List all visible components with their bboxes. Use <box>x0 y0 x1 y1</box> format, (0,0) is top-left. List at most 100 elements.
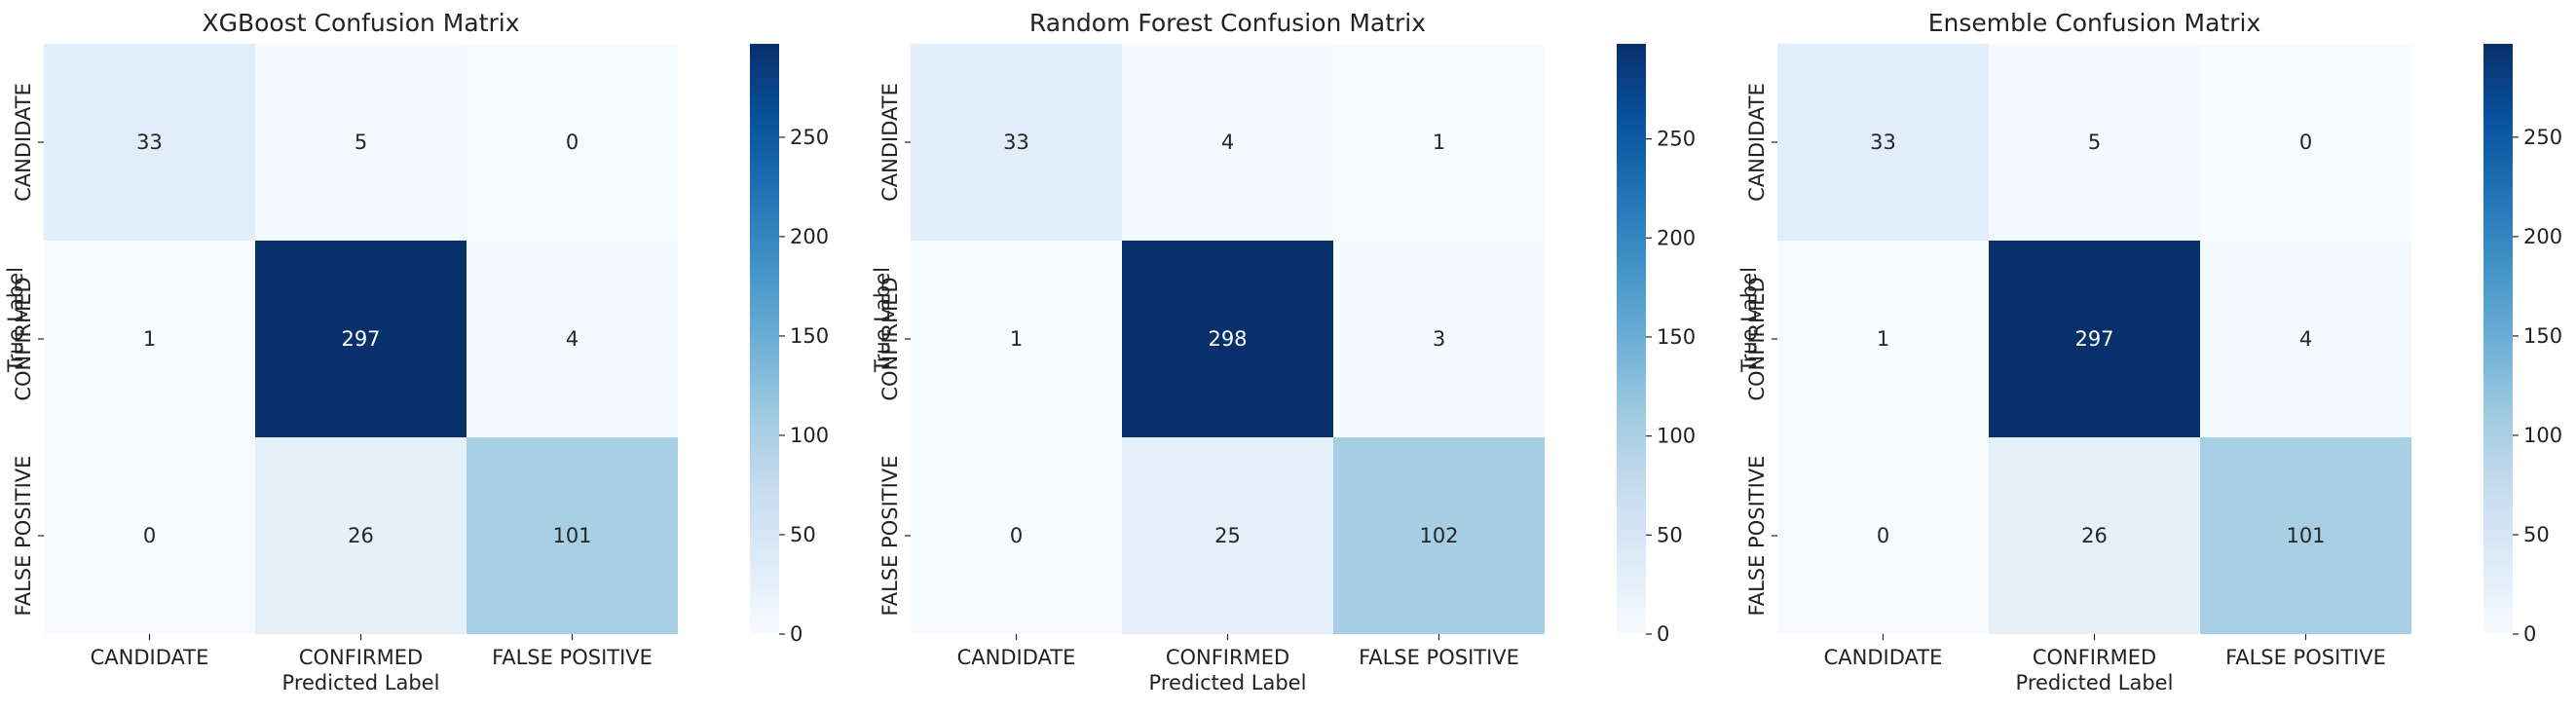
cell-value-label: 26 <box>2081 524 2108 547</box>
cell-value-label: 5 <box>2088 131 2101 154</box>
cell-value-label: 1 <box>1877 327 1889 351</box>
y-tick-label: CANDIDATE <box>12 83 35 202</box>
y-axis-label: True Label <box>1737 267 1761 373</box>
cell-value-label: 4 <box>2299 327 2312 351</box>
colorbar-tick-label: 200 <box>790 225 829 248</box>
colorbar-tick-label: 50 <box>790 523 816 546</box>
heatmap-cell <box>2200 44 2411 241</box>
chart-title: XGBoost Confusion Matrix <box>202 9 519 37</box>
colorbar-tick-label: 0 <box>2523 622 2536 646</box>
heatmap-cell <box>911 437 1122 634</box>
cell-value-label: 0 <box>1877 524 1889 547</box>
heatmap-cell <box>1777 44 1989 241</box>
y-tick-label: FALSE POSITIVE <box>878 456 902 617</box>
cell-value-label: 297 <box>341 327 380 351</box>
colorbar-tick-label: 250 <box>790 126 829 149</box>
heatmap-cell <box>1777 437 1989 634</box>
x-tick-label: CANDIDATE <box>1824 646 1943 669</box>
y-tick-label: CONFIRMED <box>1745 277 1769 400</box>
x-tick-label: CANDIDATE <box>91 646 209 669</box>
colorbar-tick-label: 200 <box>2523 225 2562 248</box>
colorbar <box>2483 44 2513 634</box>
colorbar-tick-label: 50 <box>2523 523 2550 546</box>
heatmap-cell <box>44 44 255 241</box>
x-tick-label: FALSE POSITIVE <box>2225 646 2386 669</box>
cell-value-label: 4 <box>566 327 579 351</box>
colorbar-tick-label: 50 <box>1657 523 1683 546</box>
y-axis-label: True Label <box>871 267 894 373</box>
heatmap-cell <box>1989 437 2200 634</box>
heatmap-cell <box>44 437 255 634</box>
cell-value-label: 0 <box>143 524 156 547</box>
cell-value-label: 26 <box>348 524 374 547</box>
heatmap-cell <box>1989 44 2200 241</box>
cell-value-label: 25 <box>1214 524 1241 547</box>
heatmap-cell <box>1333 437 1545 634</box>
colorbar-tick-label: 250 <box>1657 128 1696 151</box>
y-tick-label: CANDIDATE <box>878 83 902 202</box>
colorbar-tick-label: 250 <box>2523 126 2562 149</box>
cell-value-label: 298 <box>1208 327 1247 351</box>
heatmap-cell <box>44 241 255 437</box>
heatmap-cell <box>1122 241 1333 437</box>
colorbar-tick-label: 150 <box>1657 325 1696 349</box>
cell-value-label: 33 <box>136 131 163 154</box>
colorbar-tick-label: 0 <box>790 622 803 646</box>
colorbar <box>750 44 779 634</box>
y-tick-label: FALSE POSITIVE <box>12 456 35 617</box>
heatmap-cell <box>1333 44 1545 241</box>
colorbar-tick-label: 100 <box>1657 425 1696 448</box>
heatmap-cell <box>1122 44 1333 241</box>
y-axis-label: True Label <box>4 267 27 373</box>
cell-value-label: 102 <box>1419 524 1458 547</box>
x-axis-label: Predicted Label <box>2016 671 2174 694</box>
heatmap-cell <box>255 44 467 241</box>
heatmap-cell <box>2200 241 2411 437</box>
y-tick-label: CONFIRMED <box>878 277 902 400</box>
heatmap-cell <box>1333 241 1545 437</box>
heatmap-cell <box>911 241 1122 437</box>
colorbar-tick-label: 150 <box>2523 324 2562 348</box>
cell-value-label: 0 <box>1010 524 1023 547</box>
x-axis-label: Predicted Label <box>282 671 440 694</box>
colorbar-tick-label: 200 <box>1657 226 1696 249</box>
cell-value-label: 1 <box>1433 131 1445 154</box>
chart-title: Random Forest Confusion Matrix <box>1029 9 1426 37</box>
heatmap-cell <box>1989 241 2200 437</box>
cell-value-label: 1 <box>143 327 156 351</box>
heatmap-cell <box>467 44 678 241</box>
heatmap-cell <box>467 437 678 634</box>
cell-value-label: 101 <box>552 524 591 547</box>
x-tick-label: CANDIDATE <box>957 646 1076 669</box>
x-axis-label: Predicted Label <box>1149 671 1307 694</box>
chart-title: Ensemble Confusion Matrix <box>1928 9 2261 37</box>
heatmap-cell <box>1122 437 1333 634</box>
y-tick-label: FALSE POSITIVE <box>1745 456 1769 617</box>
x-tick-label: CONFIRMED <box>2033 646 2156 669</box>
cell-value-label: 4 <box>1221 131 1234 154</box>
heatmap-cell <box>911 44 1122 241</box>
heatmap-panel: Random Forest Confusion Matrix 33 4 1 1 298 3 0… <box>871 9 1696 694</box>
y-tick-label: CONFIRMED <box>12 277 35 400</box>
heatmap-cell <box>467 241 678 437</box>
cell-value-label: 5 <box>355 131 367 154</box>
x-tick-label: FALSE POSITIVE <box>1359 646 1519 669</box>
heatmap-cell <box>255 241 467 437</box>
heatmap-cell <box>1777 241 1989 437</box>
colorbar-tick-label: 100 <box>790 424 829 447</box>
cell-value-label: 33 <box>1003 131 1029 154</box>
colorbar-tick-label: 150 <box>790 324 829 348</box>
cell-value-label: 101 <box>2286 524 2325 547</box>
cell-value-label: 3 <box>1433 327 1445 351</box>
colorbar <box>1617 44 1646 634</box>
x-tick-label: FALSE POSITIVE <box>492 646 653 669</box>
colorbar-tick-label: 0 <box>1657 622 1669 646</box>
y-tick-label: CANDIDATE <box>1745 83 1769 202</box>
cell-value-label: 1 <box>1010 327 1023 351</box>
cell-value-label: 33 <box>1870 131 1896 154</box>
colorbar-tick-label: 100 <box>2523 424 2562 447</box>
heatmap-cell <box>2200 437 2411 634</box>
x-tick-label: CONFIRMED <box>299 646 423 669</box>
